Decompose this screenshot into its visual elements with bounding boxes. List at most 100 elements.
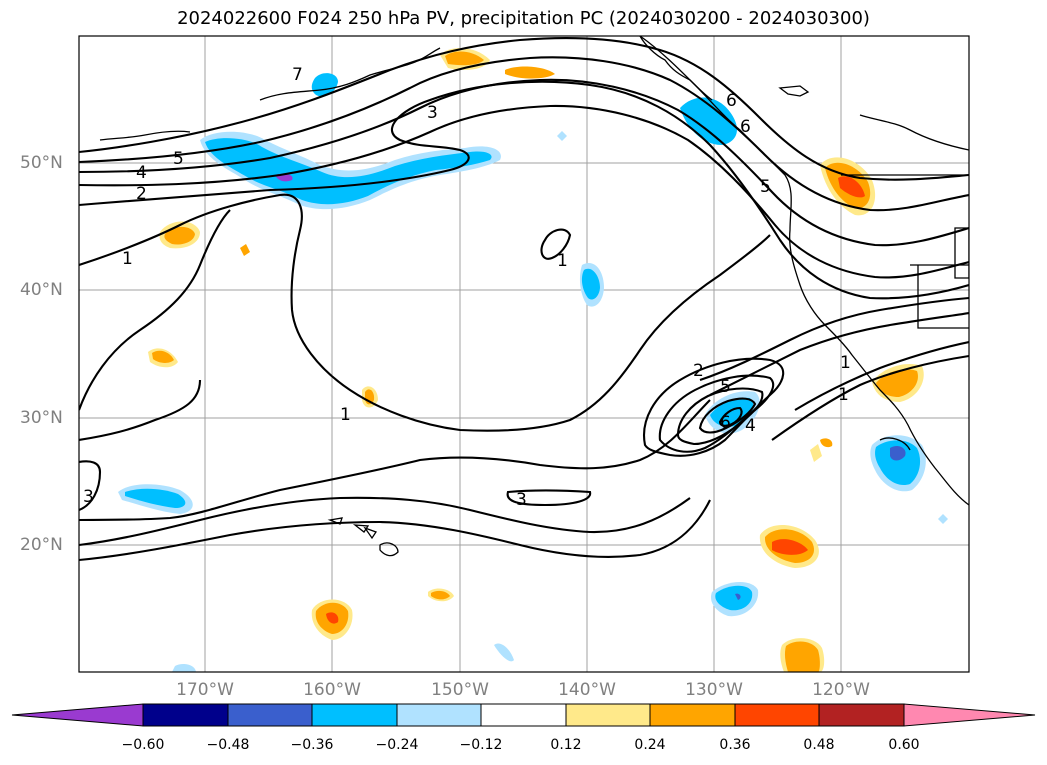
pv-contour-1 [794,340,969,411]
precip-region [311,73,338,97]
colorbar-segment [396,703,482,727]
coastline [639,36,713,101]
pv-contour-2 [643,357,785,457]
precip-region [876,369,918,397]
gridlines [79,36,969,672]
precip-region [581,268,600,300]
lat-label: 50°N [20,153,63,173]
pv-contour-1 [540,228,572,260]
coastlines [99,36,969,557]
contour-label: 4 [745,416,756,436]
contour-label: 5 [760,177,771,197]
precip-region [890,445,906,461]
contour-label: 1 [838,385,849,405]
precip-region [557,131,567,141]
colorbar-segment [142,703,229,727]
precip-region [445,51,484,66]
precip-region [326,612,339,624]
contour-label: 1 [840,353,851,373]
island [363,526,377,540]
precip-region [494,643,514,662]
island [327,517,343,525]
colorbar-tick-label: −0.24 [375,737,419,753]
colorbar-tick-label: 0.12 [550,737,582,753]
contour-label: 6 [726,91,737,111]
pv-contour-3 [79,399,711,522]
pv-contour-1 [79,379,202,442]
pv-contour-1 [79,499,711,562]
colorbar-tick-label: 0.48 [803,737,835,753]
pv-contour-3 [658,374,775,453]
contour-label: 3 [516,490,527,510]
lon-label: 170°W [176,680,234,700]
colorbar-tick-label: −0.60 [121,737,165,753]
colorbar-tick-label: −0.48 [206,737,250,753]
precip-region [772,539,808,555]
precip-region [938,514,948,524]
colorbar-segment [480,703,567,727]
precip-region [172,664,196,672]
coastline [879,437,911,451]
border [917,265,969,329]
coastline [259,47,441,101]
precip-region [784,641,820,672]
contour-label: 1 [557,251,568,271]
precip-region [125,488,186,508]
lat-label: 40°N [20,280,63,300]
contour-label: 6 [740,117,751,137]
colorbar-tick-label: 0.24 [634,737,666,753]
lat-label: 30°N [20,408,63,428]
colorbar-tick-label: 0.60 [888,737,920,753]
island [778,85,810,97]
precip-region [205,138,492,205]
pv-contour-6 [718,406,743,427]
contour-label: 6 [720,413,731,433]
pv-contour-2 [709,311,969,396]
contour-label: 4 [136,163,147,183]
lon-label: 160°W [303,680,361,700]
precip-region [810,444,822,462]
lon-label: 140°W [558,680,616,700]
colorbar-segment [734,703,820,727]
pv-contour-5 [698,397,757,434]
plot-frame [78,35,970,673]
pv-contour-6 [79,37,969,181]
pv-contour-1 [699,296,969,381]
contour-label: 5 [173,149,184,169]
precip-region [838,176,865,198]
colorbar-segment [227,703,313,727]
colorbar-segment [311,703,398,727]
pv-contours [79,37,969,562]
colorbar-tick-label: −0.36 [290,737,334,753]
colorbar-segment [818,703,905,727]
colorbar-segment [649,703,736,727]
colorbar-tick-label: −0.12 [459,737,503,753]
pv-contour-3 [79,460,102,511]
contour-label: 5 [720,377,731,397]
contour-labels: 7 6 3 5 4 2 1 6 5 1 1 2 5 6 4 1 1 3 3 [83,65,851,510]
contour-label: 3 [83,487,94,507]
contour-label: 7 [292,65,303,85]
contour-label: 2 [136,184,147,204]
lon-label: 120°W [812,680,870,700]
colorbar [11,703,1036,727]
precip-region [680,97,737,145]
precip-region [735,593,741,600]
pv-contour-1 [771,354,969,441]
precip-region [152,350,174,363]
precip-region [505,66,555,79]
border [954,227,969,279]
contour-label: 2 [693,361,704,381]
pv-contour-2 [79,80,969,300]
precip-region [715,585,753,611]
lon-label: 150°W [431,680,489,700]
pv-contour-4 [79,78,969,247]
coastline [99,130,191,141]
pv-contour-4 [676,387,764,446]
island [379,542,399,557]
colorbar-segment [11,703,144,727]
contour-label: 1 [340,405,351,425]
contour-label: 3 [427,103,438,123]
lon-label: 130°W [685,680,743,700]
